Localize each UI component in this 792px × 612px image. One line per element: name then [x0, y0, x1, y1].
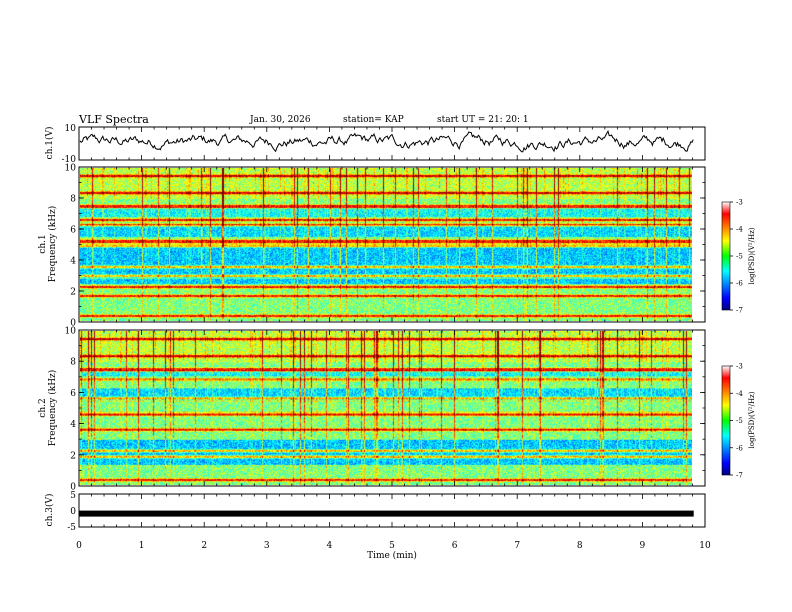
y-tick-label: 8: [70, 358, 76, 368]
ch1-waveform-line: [79, 130, 694, 153]
ch1-spectrogram-ylabel-channel: ch.1: [38, 234, 48, 253]
ch2-colorbar-gradient: [721, 365, 731, 476]
ch3-ytick-middle: 0: [70, 507, 76, 517]
y-tick-label: 8: [70, 195, 76, 205]
x-axis-label: Time (min): [367, 550, 417, 561]
x-tick-label: 3: [264, 541, 270, 551]
ch1-spectrogram-panel: 0 2 4 6 8 10 ch.1 Frequency (kHz): [38, 164, 706, 329]
ch2-spectrogram-image: [80, 331, 692, 485]
x-tick-label: 0: [76, 541, 82, 551]
ch2-spectrogram-ylabel-freq: Frequency (kHz): [47, 370, 58, 447]
ch2-colorbar-label: log(PSD)(V²/Hz): [748, 391, 756, 448]
ch3-ytick-top: 5: [70, 491, 76, 501]
ch1-spectrogram-image: [80, 168, 692, 321]
colorbar-tick-label: -4: [736, 390, 743, 398]
date-label: Jan. 30, 2026: [249, 115, 311, 125]
ch1-ytick-top: 10: [65, 124, 77, 134]
x-tick-label: 6: [452, 541, 458, 551]
y-tick-label: 4: [70, 257, 76, 267]
y-tick-label: 0: [70, 319, 76, 329]
y-tick-label: 6: [70, 226, 76, 236]
colorbar-tick-label: -5: [736, 253, 743, 261]
ch1-colorbar-label: log(PSD)(V²/Hz): [748, 227, 756, 284]
x-tick-label: 7: [514, 541, 520, 551]
colorbar-tick-label: -3: [736, 363, 743, 371]
y-tick-label: 10: [65, 327, 77, 337]
start-time-label: start UT = 21: 20: 1: [437, 115, 529, 125]
colorbar-tick-label: -6: [736, 444, 743, 452]
x-tick-label: 9: [640, 541, 646, 551]
x-tick-label: 2: [201, 541, 207, 551]
figure-title: VLF Spectra: [78, 113, 149, 126]
colorbar-tick-label: -4: [736, 226, 743, 234]
ch3-waveform-line: [79, 510, 694, 517]
y-tick-label: 6: [70, 389, 76, 399]
colorbar-tick-label: -5: [736, 417, 743, 425]
x-tick-label: 1: [139, 541, 145, 551]
ch3-ytick-bottom: -5: [67, 523, 76, 533]
colorbar-tick-label: -7: [736, 307, 743, 315]
station-label: station= KAP: [343, 115, 404, 125]
colorbar-tick-label: -3: [736, 199, 743, 207]
x-tick-label: 4: [327, 541, 333, 551]
ch1-waveform-panel: 10 -10 ch.1(V): [44, 124, 706, 165]
ch3-waveform-ylabel: ch.3(V): [44, 494, 55, 527]
ch1-waveform-ylabel: ch.1(V): [44, 127, 55, 160]
ch2-spectrogram-ylabel-channel: ch.2: [38, 398, 48, 417]
ch1-colorbar: -3 -4 -5 -6 -7 log(PSD)(V²/Hz): [721, 199, 756, 315]
y-tick-label: 2: [70, 451, 76, 461]
x-tick-label: 10: [699, 541, 711, 551]
x-tick-label: 8: [577, 541, 583, 551]
colorbar-tick-label: -6: [736, 280, 743, 288]
y-tick-label: 4: [70, 420, 76, 430]
colorbar-tick-label: -7: [736, 472, 743, 480]
y-tick-label: 0: [70, 483, 76, 493]
ch1-spectrogram-ylabel-freq: Frequency (kHz): [47, 206, 58, 283]
ch1-ytick-bottom: -10: [62, 155, 77, 165]
ch1-colorbar-gradient: [721, 201, 731, 311]
ch2-colorbar: -3 -4 -5 -6 -7 log(PSD)(V²/Hz): [721, 363, 756, 480]
x-tick-label: 5: [389, 541, 395, 551]
y-tick-label: 10: [65, 164, 77, 174]
ch2-spectrogram-panel: 0 2 4 6 8 10 ch.2 Frequency (kHz): [38, 327, 706, 493]
ch3-waveform-panel: 5 0 -5 ch.3(V): [44, 491, 706, 533]
y-tick-label: 2: [70, 288, 76, 298]
